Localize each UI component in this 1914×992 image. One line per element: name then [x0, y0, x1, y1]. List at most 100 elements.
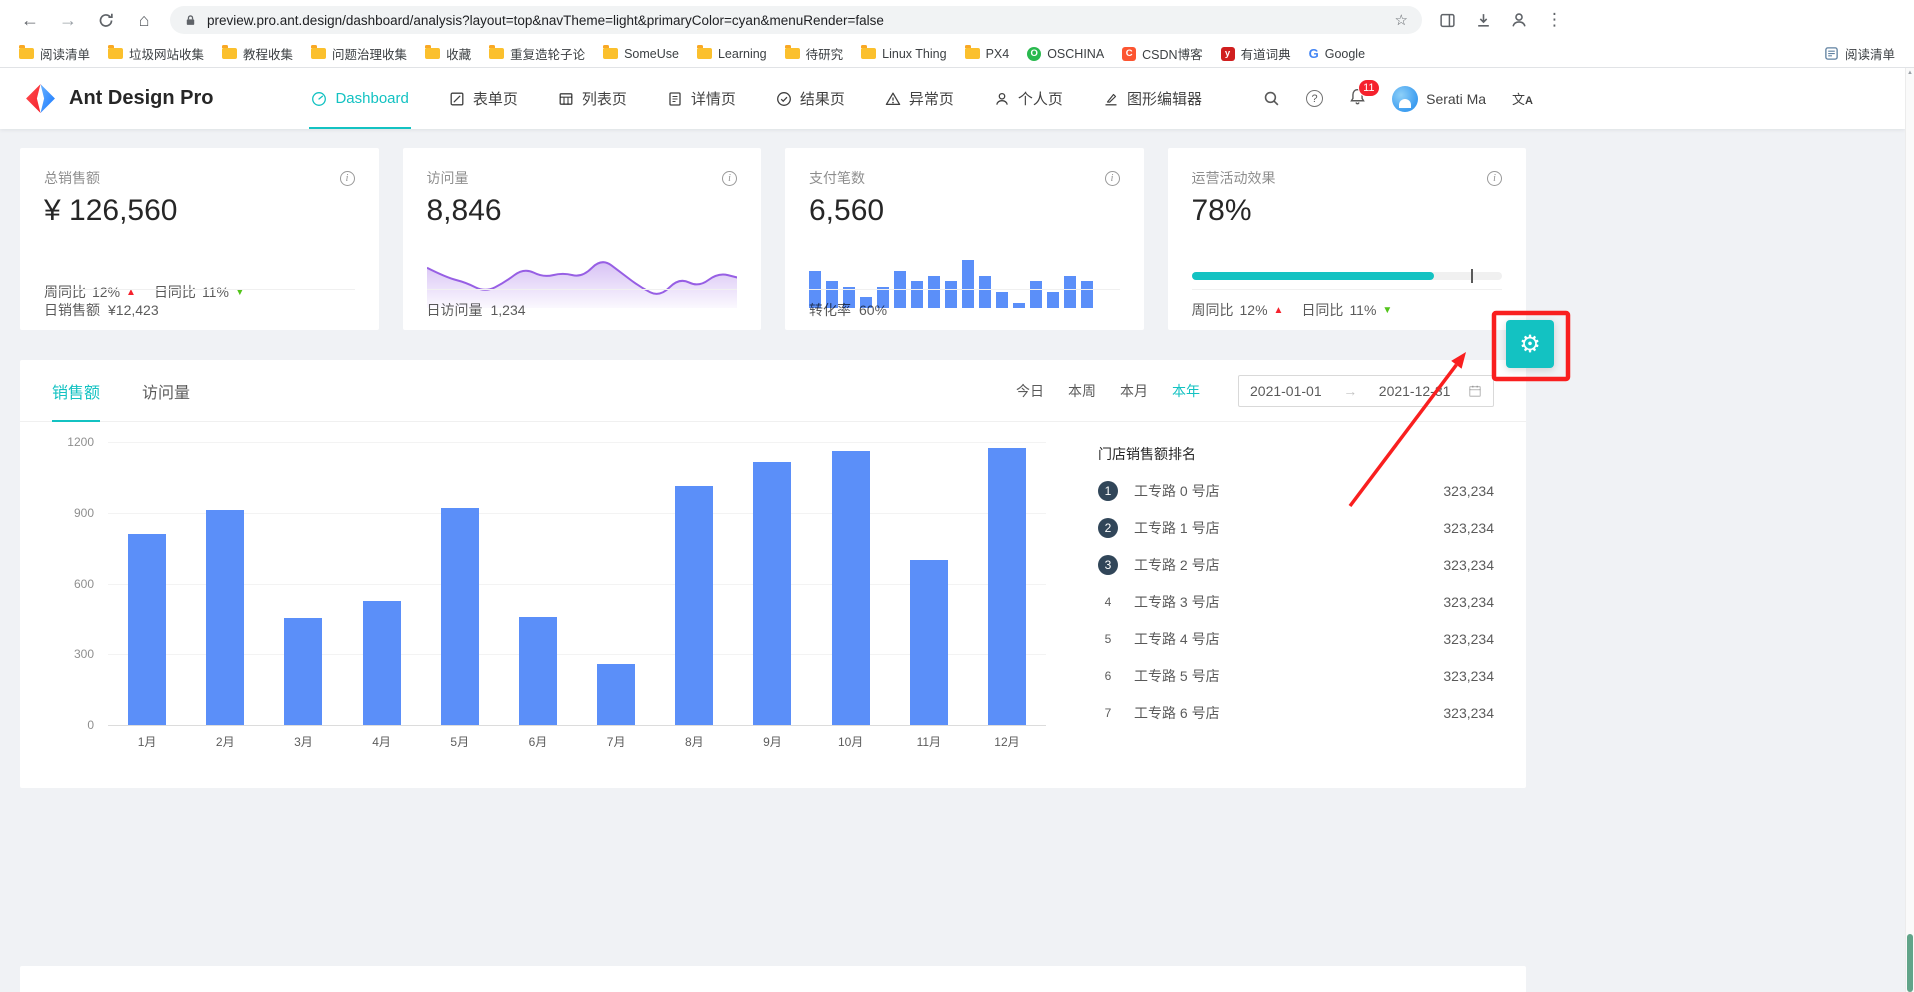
- stat-title: 运营活动效果: [1191, 170, 1276, 186]
- folder-icon: [222, 45, 238, 59]
- nav-item-表单页[interactable]: 表单页: [429, 68, 538, 129]
- bookmark-item[interactable]: 重复造轮子论: [480, 42, 594, 66]
- x-tick-label: 5月: [450, 735, 470, 749]
- nav-label: Dashboard: [335, 90, 409, 107]
- bookmark-item[interactable]: 收藏: [416, 42, 480, 66]
- bookmark-label: 垃圾网站收集: [129, 48, 205, 62]
- y-tick-label: 300: [73, 647, 94, 662]
- bookmark-label: 有道词典: [1240, 48, 1291, 62]
- bookmark-item[interactable]: O OSCHINA: [1018, 42, 1113, 66]
- rank-badge: 5: [1104, 632, 1112, 646]
- range-year[interactable]: 本年: [1172, 382, 1200, 399]
- back-button[interactable]: ←: [21, 9, 39, 30]
- translate-icon[interactable]: 文A: [1512, 92, 1533, 107]
- trend-dod: 日同比 11% ▼: [1301, 300, 1392, 320]
- person-icon: [1512, 13, 1526, 27]
- bookmark-item[interactable]: C CSDN博客: [1113, 42, 1211, 66]
- downloads-button[interactable]: [1474, 11, 1492, 29]
- mini-bar: [979, 276, 991, 308]
- reading-list-button[interactable]: [1438, 11, 1456, 29]
- theme-settings-button[interactable]: ⚙: [1506, 320, 1554, 368]
- scrollbar-up-arrow[interactable]: ▲: [1907, 70, 1913, 76]
- nav-item-异常页[interactable]: 异常页: [865, 68, 974, 129]
- forward-button[interactable]: →: [59, 9, 77, 30]
- bookmark-reading-list[interactable]: 阅读清单: [1815, 42, 1904, 66]
- bookmark-item[interactable]: 垃圾网站收集: [99, 42, 213, 66]
- dashboard-icon: [312, 91, 327, 106]
- folder-icon: [311, 45, 327, 59]
- mini-bar: [1030, 281, 1042, 308]
- trend-value: 11%: [201, 284, 229, 300]
- bookmark-item[interactable]: 待研究: [776, 42, 853, 66]
- refresh-button[interactable]: [96, 12, 116, 29]
- notification-button[interactable]: 11: [1349, 78, 1380, 110]
- nav-item-图形编辑器[interactable]: 图形编辑器: [1083, 68, 1222, 129]
- nav-item-列表页[interactable]: 列表页: [538, 68, 647, 129]
- range-today[interactable]: 今日: [1016, 382, 1044, 399]
- scrollbar-thumb[interactable]: [1907, 934, 1913, 992]
- app-logo[interactable]: [24, 82, 57, 115]
- store-value: 323,234: [1443, 705, 1494, 721]
- progress-fill: [1191, 272, 1434, 280]
- info-icon[interactable]: i: [1104, 170, 1120, 186]
- bookmark-item[interactable]: PX4: [956, 42, 1019, 66]
- info-icon[interactable]: i: [339, 170, 355, 186]
- bookmark-label: 教程收集: [243, 48, 294, 62]
- stat-value: 8,846: [426, 194, 502, 227]
- download-icon: [1477, 13, 1489, 27]
- store-value: 323,234: [1443, 557, 1494, 573]
- sales-bar-chart: 0 300 600 900 1200 1月 2月 3月 4月 5月 6月 7月 8月 9月 10月 11月 1…: [52, 435, 1052, 772]
- nav-item-详情页[interactable]: 详情页: [647, 68, 756, 129]
- user-menu[interactable]: Serati Ma: [1392, 85, 1486, 112]
- bookmark-item[interactable]: 阅读清单: [10, 42, 99, 66]
- rank-item: 5 工专路 4 号店 323,234: [1098, 629, 1494, 649]
- stat-footer-label: 日销售额: [44, 302, 100, 318]
- bar-7月: [597, 664, 636, 725]
- bookmark-item[interactable]: SomeUse: [594, 42, 688, 66]
- date-range-picker[interactable]: 2021-01-01 → 2021-12-31: [1238, 374, 1494, 407]
- store-name: 工专路 4 号店: [1134, 631, 1220, 647]
- gridline: [108, 442, 1046, 443]
- check-circle-icon: [776, 91, 791, 106]
- browser-nav-buttons: ← → ⌂: [10, 10, 164, 31]
- tab-sales[interactable]: 销售额: [52, 360, 101, 422]
- browser-profile-button[interactable]: [1510, 11, 1528, 29]
- folder-icon: [108, 45, 124, 59]
- trend-label: 日同比: [1301, 302, 1344, 318]
- page-scrollbar[interactable]: ▲: [1905, 68, 1914, 992]
- range-month[interactable]: 本月: [1120, 382, 1148, 399]
- gridline: [108, 725, 1046, 726]
- x-tick-label: 8月: [684, 735, 704, 749]
- nav-item-Dashboard[interactable]: Dashboard: [291, 68, 428, 129]
- header-actions: ? 11 Serati Ma 文A: [1263, 68, 1533, 129]
- search-icon[interactable]: [1263, 90, 1280, 107]
- rank-badge: 4: [1104, 595, 1112, 609]
- bookmark-item[interactable]: 问题治理收集: [302, 42, 416, 66]
- bookmark-item[interactable]: y 有道词典: [1212, 42, 1300, 66]
- nav-label: 表单页: [472, 91, 518, 108]
- mini-bar: [826, 281, 838, 308]
- help-icon[interactable]: ?: [1306, 90, 1324, 107]
- store-name: 工专路 2 号店: [1134, 557, 1220, 573]
- bar-10月: [831, 451, 870, 725]
- address-bar[interactable]: preview.pro.ant.design/dashboard/analysi…: [170, 6, 1422, 34]
- bookmark-item[interactable]: 教程收集: [213, 42, 302, 66]
- browser-menu-button[interactable]: ⋮: [1546, 10, 1563, 29]
- info-icon[interactable]: i: [1487, 170, 1502, 186]
- tab-visits[interactable]: 访问量: [142, 384, 191, 402]
- nav-item-结果页[interactable]: 结果页: [756, 68, 865, 129]
- info-icon[interactable]: i: [722, 170, 737, 186]
- stat-content: [1191, 250, 1502, 310]
- bookmark-item[interactable]: G Google: [1300, 42, 1374, 66]
- bookmark-item[interactable]: Linux Thing: [852, 42, 955, 66]
- bookmark-item[interactable]: Learning: [688, 42, 776, 66]
- bookmark-star-icon[interactable]: ☆: [1394, 12, 1408, 29]
- url-text: preview.pro.ant.design/dashboard/analysi…: [207, 12, 884, 28]
- store-value: 323,234: [1443, 594, 1494, 610]
- nav-item-个人页[interactable]: 个人页: [974, 68, 1083, 129]
- range-week[interactable]: 本周: [1068, 382, 1096, 399]
- mini-bar: [843, 286, 855, 308]
- home-button[interactable]: ⌂: [138, 9, 150, 30]
- trend-value: 12%: [1239, 302, 1268, 318]
